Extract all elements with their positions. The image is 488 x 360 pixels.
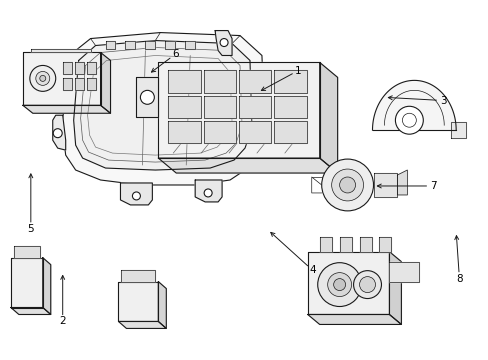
Circle shape <box>331 169 363 201</box>
Polygon shape <box>195 180 222 202</box>
Polygon shape <box>203 96 236 118</box>
Polygon shape <box>158 282 166 328</box>
Polygon shape <box>74 41 251 170</box>
Polygon shape <box>62 32 264 185</box>
Polygon shape <box>86 78 95 90</box>
Polygon shape <box>372 80 455 130</box>
Circle shape <box>53 129 62 138</box>
Polygon shape <box>239 96 271 118</box>
Polygon shape <box>203 121 236 143</box>
Circle shape <box>359 276 375 293</box>
Polygon shape <box>101 53 110 113</box>
Polygon shape <box>373 173 397 197</box>
Polygon shape <box>379 237 390 252</box>
Polygon shape <box>62 78 72 90</box>
Polygon shape <box>319 237 331 252</box>
Circle shape <box>339 177 355 193</box>
Circle shape <box>40 75 46 81</box>
Polygon shape <box>145 41 155 49</box>
Text: 1: 1 <box>294 66 301 76</box>
Polygon shape <box>62 62 72 75</box>
Polygon shape <box>75 62 83 75</box>
Polygon shape <box>121 270 155 282</box>
Text: 2: 2 <box>59 316 66 327</box>
Text: 8: 8 <box>455 274 462 284</box>
Circle shape <box>140 90 154 104</box>
Circle shape <box>402 113 415 127</box>
Polygon shape <box>42 258 51 315</box>
Text: 5: 5 <box>27 224 34 234</box>
Polygon shape <box>158 158 337 173</box>
Circle shape <box>353 271 381 298</box>
Polygon shape <box>75 78 83 90</box>
Text: 3: 3 <box>439 95 446 105</box>
Circle shape <box>327 273 351 297</box>
Polygon shape <box>23 53 101 105</box>
Polygon shape <box>53 115 65 150</box>
Polygon shape <box>185 41 195 49</box>
Polygon shape <box>105 41 115 49</box>
Circle shape <box>132 192 140 200</box>
Polygon shape <box>450 122 465 138</box>
Polygon shape <box>203 71 236 93</box>
Circle shape <box>317 263 361 306</box>
Polygon shape <box>125 41 135 49</box>
Polygon shape <box>136 77 158 117</box>
Polygon shape <box>118 282 158 321</box>
Circle shape <box>30 66 56 91</box>
Circle shape <box>321 159 373 211</box>
Text: 6: 6 <box>172 49 179 59</box>
Polygon shape <box>158 62 319 158</box>
Polygon shape <box>359 237 371 252</box>
Polygon shape <box>239 121 271 143</box>
Polygon shape <box>11 307 51 315</box>
Polygon shape <box>388 262 419 282</box>
Polygon shape <box>120 183 152 205</box>
Polygon shape <box>319 62 337 173</box>
Circle shape <box>36 71 50 85</box>
Circle shape <box>395 106 423 134</box>
Polygon shape <box>86 62 95 75</box>
Circle shape <box>333 279 345 291</box>
Polygon shape <box>274 121 306 143</box>
Polygon shape <box>239 71 271 93</box>
Circle shape <box>220 39 227 46</box>
Polygon shape <box>165 41 175 49</box>
Polygon shape <box>168 96 200 118</box>
Polygon shape <box>339 237 351 252</box>
Polygon shape <box>215 31 232 55</box>
Polygon shape <box>307 315 401 324</box>
Polygon shape <box>31 49 90 53</box>
Polygon shape <box>11 258 42 307</box>
Polygon shape <box>307 252 388 315</box>
Polygon shape <box>274 96 306 118</box>
Text: 7: 7 <box>429 181 436 191</box>
Polygon shape <box>118 321 166 328</box>
Polygon shape <box>388 252 401 324</box>
Polygon shape <box>23 105 110 113</box>
Polygon shape <box>14 246 40 258</box>
Text: 4: 4 <box>309 265 315 275</box>
Polygon shape <box>397 170 407 195</box>
Polygon shape <box>168 121 200 143</box>
Polygon shape <box>274 71 306 93</box>
Polygon shape <box>168 71 200 93</box>
Circle shape <box>203 189 212 197</box>
